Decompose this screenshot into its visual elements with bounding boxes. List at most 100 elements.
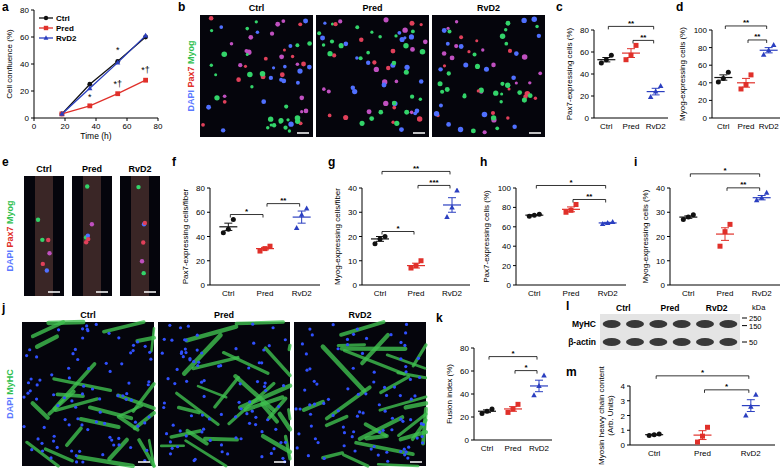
nucleus (196, 334, 199, 337)
nucleus (149, 358, 152, 361)
nucleus (364, 392, 367, 395)
nucleus (214, 73, 217, 76)
scale-bar (274, 461, 286, 463)
nucleus (445, 87, 450, 92)
significance-label: * (511, 349, 515, 358)
stain-name: MyHC (5, 369, 15, 398)
nucleus (372, 380, 375, 383)
nucleus (410, 21, 415, 26)
nucleus (270, 32, 274, 36)
nucleus (372, 60, 376, 64)
nucleus (399, 341, 402, 344)
stain-name: DAPI (5, 250, 15, 272)
nucleus (270, 123, 273, 126)
plot-area (478, 373, 548, 416)
nucleus (70, 449, 73, 452)
nucleus (305, 369, 308, 372)
nucleus (85, 184, 89, 188)
nucleus (440, 90, 444, 94)
nucleus (68, 376, 71, 379)
x-tick-label: Ctrl (600, 122, 613, 131)
fiber (131, 176, 149, 296)
nucleus (179, 429, 182, 432)
blot-membrane (600, 314, 740, 350)
scale-bar (297, 132, 309, 134)
nucleus (404, 110, 409, 115)
nucleus (410, 47, 415, 52)
nucleus (378, 35, 382, 39)
nucleus (403, 453, 406, 456)
series-line (62, 80, 146, 114)
nucleus (346, 343, 349, 346)
unit-label: kDa (752, 303, 766, 312)
nucleus (67, 367, 70, 370)
nucleus (316, 441, 319, 444)
legend-marker (44, 26, 48, 30)
nucleus (226, 452, 229, 455)
y-tick-label: 40 (502, 242, 511, 251)
nucleus (404, 65, 409, 70)
nucleus (357, 393, 360, 396)
nucleus (188, 357, 191, 360)
nucleus (508, 87, 511, 90)
y-tick-label: 20 (20, 87, 29, 96)
nucleus (420, 23, 423, 26)
nucleus (374, 67, 379, 72)
nucleus (280, 72, 285, 77)
nucleus (206, 105, 211, 110)
nucleus (130, 399, 133, 402)
y-tick (31, 10, 34, 11)
nucleus (332, 53, 336, 57)
y-tick (471, 417, 474, 418)
nucleus (462, 94, 466, 98)
nucleus (52, 393, 55, 396)
nucleus (504, 42, 508, 46)
image-panel-j: DAPI MyHCCtrlPredRvD2 (5, 310, 426, 466)
image-label: Ctrl (80, 310, 96, 320)
y-tick (667, 285, 670, 286)
nucleus (200, 351, 203, 354)
myotube (413, 345, 426, 366)
error-bar (448, 198, 456, 213)
myotube (360, 417, 402, 439)
band (719, 320, 737, 328)
nucleus (162, 406, 165, 409)
scale-bar (529, 132, 541, 134)
annotation: * (88, 92, 92, 102)
nucleus (392, 101, 397, 106)
x-axis (474, 440, 552, 441)
myotube (265, 348, 290, 375)
nucleus (38, 378, 41, 381)
nucleus (499, 100, 502, 103)
nucleus (248, 35, 253, 40)
nucleus (382, 83, 387, 88)
nucleus (343, 431, 346, 434)
nucleus (394, 121, 399, 126)
nucleus (410, 111, 414, 115)
panel-label: l (566, 299, 569, 313)
y-tick-label: 10 (656, 257, 665, 266)
myotube (137, 338, 154, 341)
y-tick (207, 188, 210, 189)
nucleus (383, 17, 388, 22)
myotube (187, 327, 236, 341)
nucleus (112, 443, 115, 446)
nucleus (296, 62, 300, 66)
micrograph (432, 15, 545, 137)
nucleus (521, 18, 526, 23)
nucleus (252, 342, 255, 345)
nucleus (296, 81, 300, 85)
nucleus (483, 130, 487, 134)
error-bar (719, 75, 727, 80)
nucleus (275, 22, 280, 27)
significance-label: * (569, 178, 573, 187)
nucleus (264, 381, 267, 384)
significance-label: * (725, 382, 729, 391)
nucleus (247, 72, 252, 77)
error-bar (758, 196, 766, 200)
data-point (294, 225, 300, 230)
data-point (681, 217, 686, 222)
data-point (454, 188, 460, 192)
nucleus (209, 439, 212, 442)
nucleus (471, 128, 476, 133)
